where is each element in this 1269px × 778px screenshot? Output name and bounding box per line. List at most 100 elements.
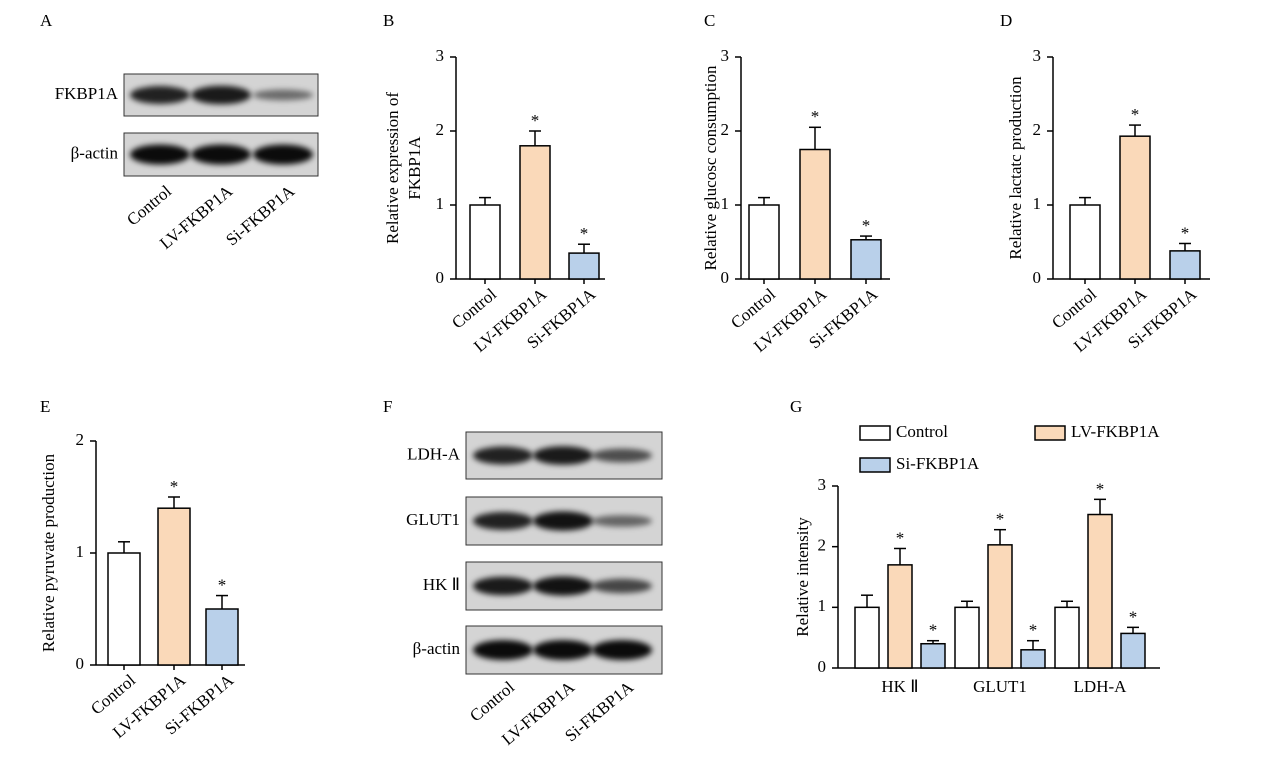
bar [850,239,882,280]
y-tick-label: 1 [818,596,827,615]
y-tick-label: 2 [1033,120,1042,139]
protein-label: LDH-A [407,444,461,463]
y-tick-label: 0 [76,654,85,673]
blot-band [253,89,313,101]
bar [920,642,946,669]
significance-mark: * [1131,105,1140,124]
blot-band [191,85,251,105]
blot-band [533,511,593,531]
bar [1119,135,1151,280]
significance-mark: * [1096,479,1105,498]
x-tick-label: GLUT1 [973,677,1027,696]
y-tick-label: 3 [1033,46,1042,65]
blot-band [533,446,593,465]
legend-swatch [859,425,891,441]
bar [157,507,191,666]
panel-letter: F [383,397,392,416]
blot-band [592,578,652,594]
panel-letter: D [1000,11,1012,30]
protein-label: β-actin [413,639,461,658]
bar [799,148,831,280]
significance-mark: * [896,528,905,547]
bar [748,204,780,280]
bar [1054,606,1080,669]
y-axis-label: Relative intensity [793,517,812,637]
blot-band [533,640,593,660]
blot-band [191,144,251,165]
significance-mark: * [1181,223,1190,242]
protein-label: GLUT1 [406,510,460,529]
y-tick-label: 1 [721,194,730,213]
blot-band [473,512,533,530]
significance-mark: * [531,111,540,130]
y-tick-label: 2 [721,120,730,139]
y-tick-label: 1 [1033,194,1042,213]
lane-label: Control [123,181,175,229]
bar [854,606,880,669]
bar [519,145,551,280]
bar [954,606,980,669]
blot-band [130,144,190,165]
y-axis-label: Relative glucosc consumption [701,65,720,270]
blot-band [473,640,533,660]
blot-band [592,515,652,527]
y-tick-label: 2 [436,120,445,139]
significance-mark: * [996,510,1005,529]
y-tick-label: 0 [721,268,730,287]
lane-label: Si-FKBP1A [222,181,298,249]
y-axis-label: Relative expression of [383,92,402,244]
y-tick-label: 3 [818,475,827,494]
legend-label: LV-FKBP1A [1071,422,1160,441]
panel-letter: E [40,397,50,416]
lane-label: Control [466,677,518,725]
significance-mark: * [862,216,871,235]
x-tick-label: HK Ⅱ [881,677,918,696]
blot-band [533,576,593,596]
bar [469,204,501,280]
blot-band [592,448,652,463]
blot-band [592,640,652,660]
panel-letter: A [40,11,53,30]
bar [1069,204,1101,280]
panel-letter: B [383,11,394,30]
bar [987,544,1013,669]
blot-band [473,576,533,596]
significance-mark: * [1129,607,1138,626]
y-axis-label: FKBP1A [405,136,424,200]
legend-label: Control [896,422,948,441]
bar [1120,632,1146,669]
y-tick-label: 0 [436,268,445,287]
y-tick-label: 0 [1033,268,1042,287]
y-tick-label: 1 [76,542,85,561]
protein-label: FKBP1A [55,84,119,103]
y-axis-label: Relative lactatc production [1006,76,1025,260]
y-tick-label: 0 [818,657,827,676]
y-tick-label: 2 [818,536,827,555]
legend-swatch [1034,425,1066,441]
y-axis-label: Relative pyruvate production [39,453,58,652]
blot-band [130,86,190,104]
bar [1020,649,1046,669]
legend-label: Si-FKBP1A [896,454,980,473]
bar [1169,250,1201,280]
significance-mark: * [580,224,589,243]
legend-swatch [859,457,891,473]
panel-letter: C [704,11,715,30]
bar [887,564,913,669]
protein-label: HK Ⅱ [423,575,460,594]
x-tick-label: LDH-A [1074,677,1128,696]
protein-label: β-actin [71,143,119,162]
bar [1087,513,1113,669]
y-tick-label: 3 [436,46,445,65]
significance-mark: * [1029,621,1038,640]
y-tick-label: 2 [76,430,85,449]
bar [568,252,600,280]
bar [205,608,239,666]
y-tick-label: 1 [436,194,445,213]
bar [107,552,141,666]
y-tick-label: 3 [721,46,730,65]
significance-mark: * [811,107,820,126]
blot-band [473,446,533,465]
significance-mark: * [929,621,938,640]
